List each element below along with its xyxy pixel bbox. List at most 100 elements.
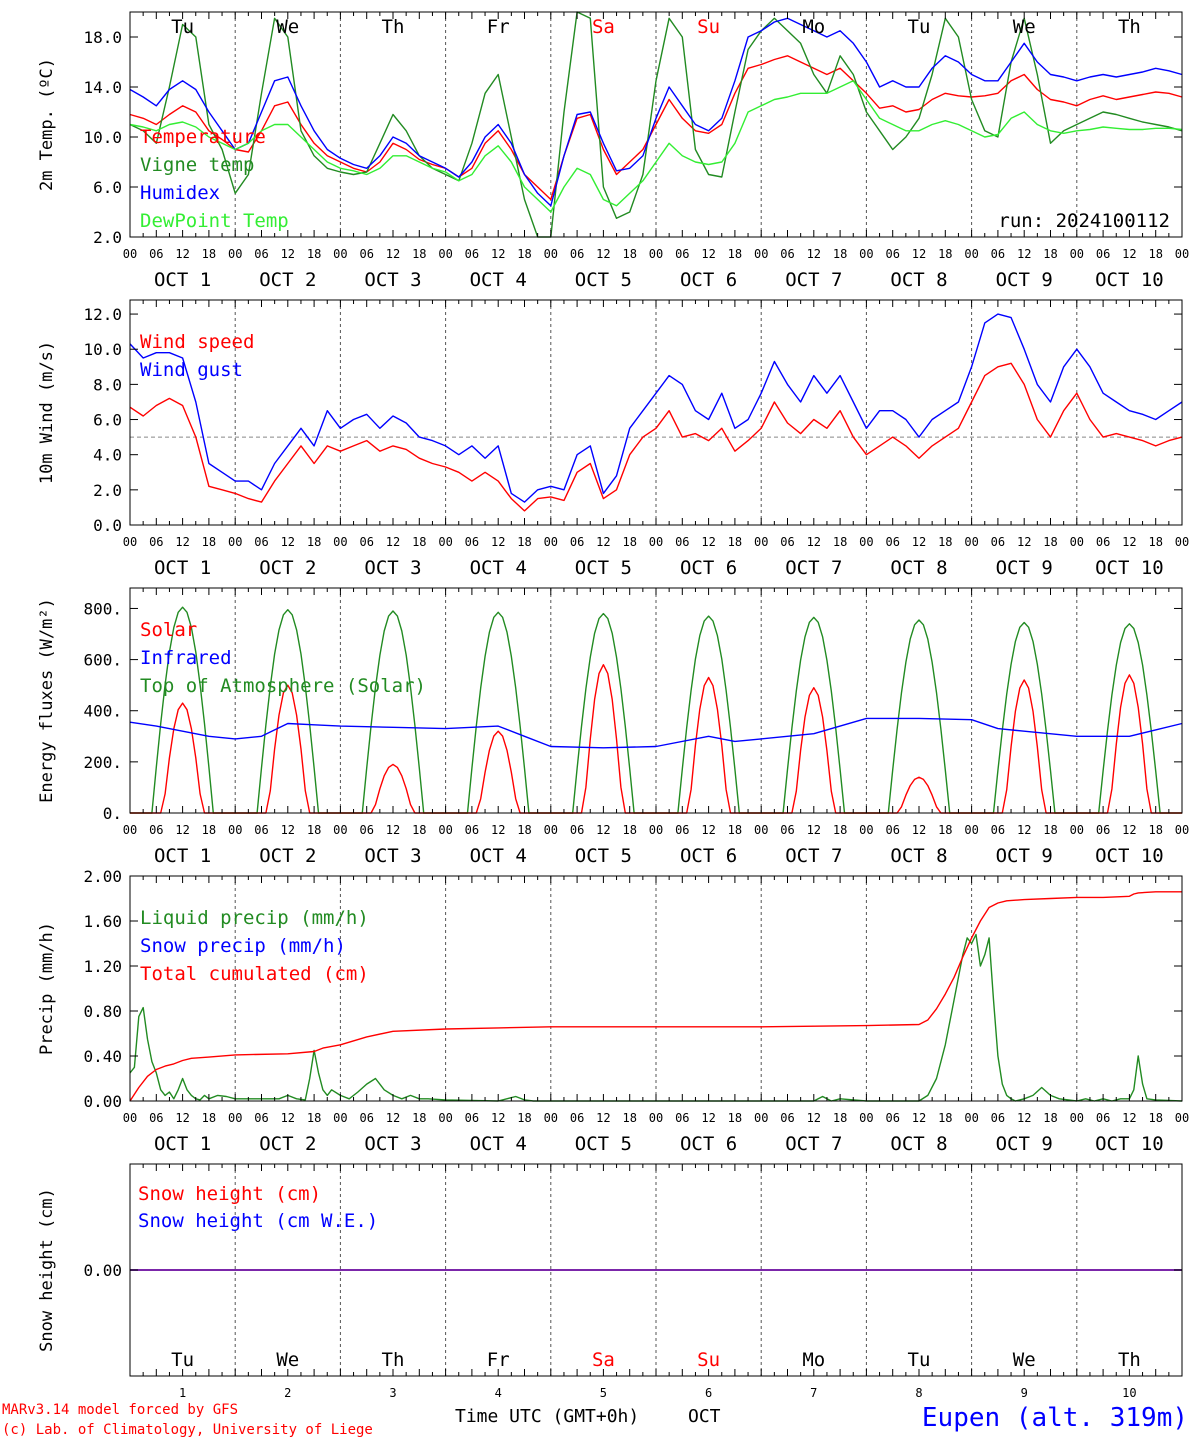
hour-tick-label: 12: [807, 535, 821, 549]
date-label: OCT 7: [785, 1133, 842, 1155]
y-axis-label: Snow height (cm): [37, 1188, 57, 1352]
hour-tick-label: 00: [754, 535, 768, 549]
hour-tick-label: 06: [254, 535, 268, 549]
y-tick-label: 2.0: [93, 481, 122, 500]
hour-tick-label: 18: [307, 535, 321, 549]
day-number-label: 10: [1122, 1386, 1136, 1400]
hour-tick-label: 12: [1017, 823, 1031, 837]
hour-tick-label: 06: [1096, 1111, 1110, 1125]
series-layer: [129, 11, 1183, 1271]
hour-tick-label: 00: [228, 247, 242, 261]
hour-tick-label: 18: [202, 535, 216, 549]
hour-tick-label: 00: [964, 1111, 978, 1125]
y-tick-label: 0.80: [83, 1002, 122, 1021]
hour-tick-label: 00: [964, 535, 978, 549]
hour-tick-label: 00: [754, 1111, 768, 1125]
hour-tick-label: 06: [885, 823, 899, 837]
hour-tick-label: 06: [254, 823, 268, 837]
hour-tick-label: 00: [438, 535, 452, 549]
hour-tick-label: 00: [544, 1111, 558, 1125]
hour-tick-label: 12: [281, 823, 295, 837]
date-label: OCT 9: [996, 557, 1053, 579]
hour-tick-label: 18: [728, 1111, 742, 1125]
day-of-week-label: Tu: [908, 1349, 931, 1371]
series-line-humidex: [129, 17, 1183, 207]
hour-tick-label: 12: [281, 247, 295, 261]
hour-tick-label: 06: [885, 1111, 899, 1125]
hour-tick-label: 00: [333, 1111, 347, 1125]
legend-entry: Wind gust: [140, 359, 243, 381]
hour-tick-label: 12: [1017, 247, 1031, 261]
hour-tick-label: 00: [1175, 247, 1189, 261]
legend-entry: Temperature: [140, 126, 266, 148]
hour-tick-label: 00: [964, 823, 978, 837]
hour-tick-label: 00: [544, 535, 558, 549]
date-label: OCT 6: [680, 845, 737, 867]
hour-tick-label: 18: [307, 1111, 321, 1125]
hour-tick-label: 00: [1070, 1111, 1084, 1125]
hour-tick-label: 12: [596, 247, 610, 261]
credit-line-1: MARv3.14 model forced by GFS: [2, 1402, 238, 1418]
date-label: OCT 5: [575, 557, 632, 579]
y-tick-label: 0.00: [83, 1261, 122, 1280]
date-label: OCT 2: [259, 845, 316, 867]
day-number-label: 1: [179, 1386, 186, 1400]
day-of-week-label: Su: [697, 16, 720, 38]
hour-tick-label: 18: [202, 823, 216, 837]
date-label: OCT 6: [680, 1133, 737, 1155]
hour-tick-label: 06: [991, 247, 1005, 261]
day-number-label: 2: [284, 1386, 291, 1400]
hour-tick-label: 00: [649, 535, 663, 549]
date-label: OCT 9: [996, 845, 1053, 867]
hour-tick-label: 06: [570, 1111, 584, 1125]
hour-tick-label: 12: [386, 1111, 400, 1125]
hour-tick-label: 06: [675, 247, 689, 261]
hour-tick-label: 00: [123, 535, 137, 549]
axes-layer: [129, 11, 1183, 1377]
day-of-week-label: We: [276, 16, 299, 38]
hour-tick-label: 18: [622, 535, 636, 549]
legend-entry: Solar: [140, 619, 197, 641]
date-label: OCT 4: [470, 1133, 527, 1155]
hour-tick-label: 00: [754, 823, 768, 837]
hour-tick-label: 18: [938, 535, 952, 549]
y-tick-label: 10.0: [83, 128, 122, 147]
legend-entry: Vigne temp: [140, 154, 254, 176]
hour-tick-label: 12: [1122, 823, 1136, 837]
hour-tick-label: 18: [938, 247, 952, 261]
hour-tick-label: 00: [859, 1111, 873, 1125]
hour-tick-label: 18: [1043, 1111, 1057, 1125]
hour-tick-label: 06: [149, 535, 163, 549]
date-label: OCT 4: [470, 845, 527, 867]
hour-tick-label: 18: [517, 1111, 531, 1125]
hour-tick-label: 06: [885, 535, 899, 549]
date-label: OCT 3: [364, 269, 421, 291]
y-tick-label: 800.: [83, 599, 122, 618]
hour-tick-label: 12: [596, 1111, 610, 1125]
hour-tick-label: 06: [675, 535, 689, 549]
hour-tick-label: 12: [807, 1111, 821, 1125]
date-label: OCT 10: [1095, 1133, 1164, 1155]
hour-tick-label: 06: [1096, 535, 1110, 549]
hour-tick-label: 18: [517, 535, 531, 549]
hour-tick-label: 18: [622, 247, 636, 261]
date-label: OCT 2: [259, 269, 316, 291]
hour-tick-label: 12: [701, 823, 715, 837]
date-label: OCT 1: [154, 557, 211, 579]
y-tick-label: 600.: [83, 651, 122, 670]
hour-tick-label: 06: [570, 823, 584, 837]
date-label: OCT 3: [364, 845, 421, 867]
date-label: OCT 1: [154, 845, 211, 867]
hour-tick-label: 12: [1122, 1111, 1136, 1125]
y-tick-label: 8.0: [93, 375, 122, 394]
plot-frame: [129, 299, 1183, 526]
hour-tick-label: 12: [491, 535, 505, 549]
hour-tick-label: 12: [175, 535, 189, 549]
hour-tick-label: 18: [833, 823, 847, 837]
date-label: OCT 10: [1095, 557, 1164, 579]
hour-tick-label: 12: [701, 1111, 715, 1125]
hour-tick-label: 12: [807, 823, 821, 837]
hour-tick-label: 06: [885, 247, 899, 261]
hour-tick-label: 18: [622, 1111, 636, 1125]
hour-tick-label: 12: [1017, 1111, 1031, 1125]
